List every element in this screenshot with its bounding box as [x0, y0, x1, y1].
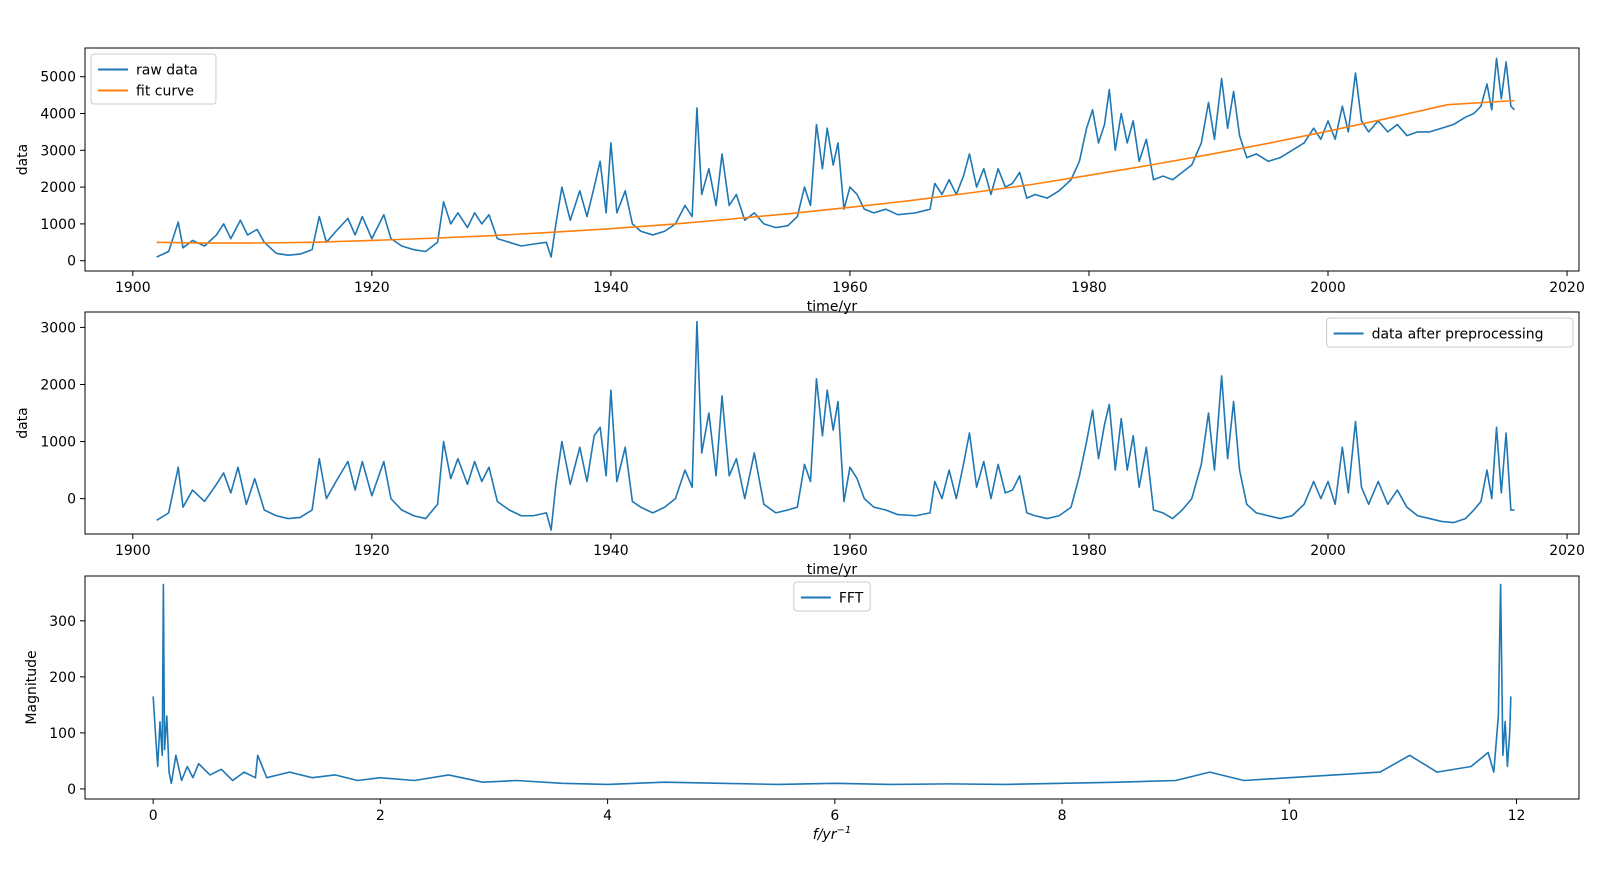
x-tick-label: 1940: [593, 280, 629, 296]
x-tick-label: 1960: [832, 280, 868, 296]
legend: data after preprocessing: [1326, 317, 1574, 348]
legend-label: raw data: [136, 63, 198, 79]
legend-label: FFT: [839, 591, 864, 607]
x-tick-label: 2020: [1549, 543, 1585, 559]
y-tick-label: 1000: [40, 217, 76, 233]
y-tick-label: 2000: [40, 180, 76, 196]
x-tick-label: 12: [1508, 808, 1526, 824]
x-tick-label: 2000: [1310, 543, 1346, 559]
y-axis-label: data: [15, 407, 31, 439]
x-tick-label: 8: [1058, 808, 1067, 824]
x-tick-label: 2: [376, 808, 385, 824]
x-tick-label: 1920: [354, 280, 390, 296]
x-tick-label: 2000: [1310, 280, 1346, 296]
legend-label: fit curve: [136, 84, 194, 100]
axes-frame: [84, 311, 1580, 535]
y-tick-label: 200: [49, 670, 76, 686]
y-tick-label: 300: [49, 614, 76, 630]
y-tick-label: 3000: [40, 143, 76, 159]
x-tick-label: 10: [1280, 808, 1298, 824]
legend: raw data fit curve: [90, 53, 217, 105]
x-tick-label: 1900: [115, 280, 151, 296]
y-tick-label: 0: [67, 492, 76, 508]
y-tick-label: 0: [67, 782, 76, 798]
legend-box: [793, 581, 871, 612]
y-tick-label: 3000: [40, 320, 76, 336]
x-tick-label: 6: [830, 808, 839, 824]
chart-2: 1900 1920 1940 1960 1980 2000 2020 0 1000 2000 300…: [15, 311, 1585, 578]
x-tick-label: 2020: [1549, 280, 1585, 296]
x-axis-label: time/yr: [807, 562, 858, 578]
y-tick-label: 0: [67, 254, 76, 270]
series-line-fft: [152, 583, 1512, 786]
x-tick-label: 1900: [115, 543, 151, 559]
series-line-raw-data: [156, 57, 1516, 258]
y-tick-label: 4000: [40, 107, 76, 123]
y-tick-label: 5000: [40, 70, 76, 86]
y-tick-label: 2000: [40, 377, 76, 393]
x-tick-label: 1980: [1071, 543, 1107, 559]
legend-box: [1326, 317, 1574, 348]
series-line-data-after-preprocessing: [156, 320, 1515, 531]
x-axis-label: time/yr: [807, 299, 858, 315]
x-tick-label: 1940: [593, 543, 629, 559]
axes-frame: [84, 47, 1580, 272]
x-tick-label: 4: [603, 808, 612, 824]
chart-1: 1900 1920 1940 1960 1980 2000 2020 0 1000 2000 300…: [15, 47, 1585, 315]
x-tick-label: 1980: [1071, 280, 1107, 296]
x-tick-label: 1960: [832, 543, 868, 559]
legend-label: data after preprocessing: [1372, 327, 1544, 343]
y-tick-label: 100: [49, 726, 76, 742]
axes-frame: [84, 575, 1580, 800]
x-tick-label: 1920: [354, 543, 390, 559]
legend: FFT: [793, 581, 871, 612]
x-tick-label: 0: [149, 808, 158, 824]
series-line-fit-curve: [156, 99, 1515, 244]
y-axis-label: data: [15, 144, 31, 176]
y-axis-label: Magnitude: [24, 650, 40, 724]
y-tick-label: 1000: [40, 435, 76, 451]
